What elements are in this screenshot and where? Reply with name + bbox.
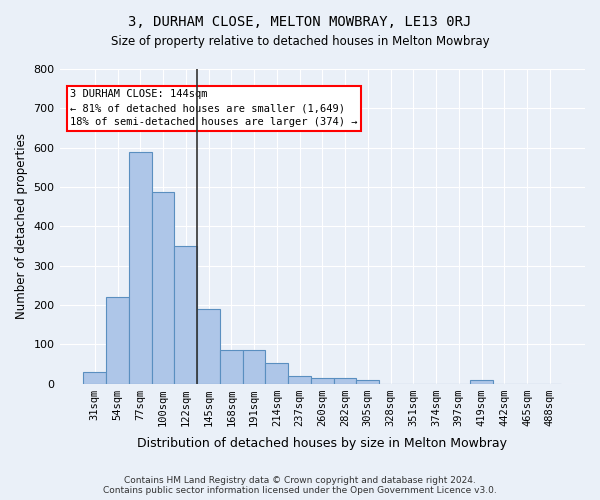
Text: Contains HM Land Registry data © Crown copyright and database right 2024.
Contai: Contains HM Land Registry data © Crown c… <box>103 476 497 495</box>
Bar <box>265 363 288 384</box>
Bar <box>470 380 493 384</box>
Bar <box>220 350 242 384</box>
Bar <box>242 350 265 384</box>
Bar <box>152 192 175 384</box>
Bar <box>197 309 220 384</box>
Bar <box>334 378 356 384</box>
Bar <box>106 297 129 384</box>
Bar <box>311 378 334 384</box>
X-axis label: Distribution of detached houses by size in Melton Mowbray: Distribution of detached houses by size … <box>137 437 507 450</box>
Bar <box>175 246 197 384</box>
Bar <box>129 152 152 384</box>
Text: Size of property relative to detached houses in Melton Mowbray: Size of property relative to detached ho… <box>110 35 490 48</box>
Bar <box>356 380 379 384</box>
Bar <box>288 376 311 384</box>
Text: 3 DURHAM CLOSE: 144sqm
← 81% of detached houses are smaller (1,649)
18% of semi-: 3 DURHAM CLOSE: 144sqm ← 81% of detached… <box>70 90 358 128</box>
Y-axis label: Number of detached properties: Number of detached properties <box>15 134 28 320</box>
Bar <box>83 372 106 384</box>
Text: 3, DURHAM CLOSE, MELTON MOWBRAY, LE13 0RJ: 3, DURHAM CLOSE, MELTON MOWBRAY, LE13 0R… <box>128 15 472 29</box>
